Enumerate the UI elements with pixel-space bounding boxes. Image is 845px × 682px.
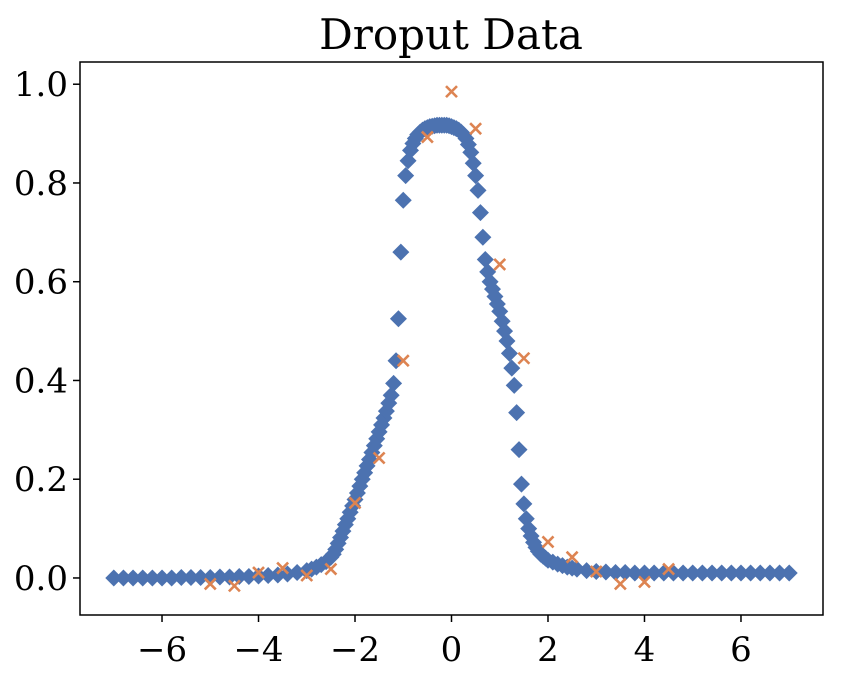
diamond-point xyxy=(269,566,287,584)
x-tick-label: −4 xyxy=(233,630,283,670)
plot-area-frame xyxy=(79,61,824,616)
diamond-point xyxy=(508,404,526,422)
diamond-point xyxy=(230,567,248,585)
diamond-point xyxy=(394,191,412,209)
diamond-point xyxy=(713,564,731,582)
diamond-point xyxy=(392,243,410,261)
x-marker-point xyxy=(541,535,555,549)
x-marker-point xyxy=(276,561,290,575)
x-marker-point xyxy=(662,562,676,576)
x-marker-point xyxy=(372,451,386,465)
diamond-point xyxy=(163,569,181,587)
x-marker-point xyxy=(638,575,651,589)
diamond-point xyxy=(471,204,489,222)
x-tick-label: 2 xyxy=(537,630,559,670)
x-marker-point xyxy=(252,566,265,579)
series-2 xyxy=(203,85,676,593)
diamond-point xyxy=(250,567,268,585)
x-marker-point xyxy=(565,550,579,564)
diamond-point xyxy=(751,564,769,582)
x-marker-point xyxy=(445,85,458,99)
diamond-point xyxy=(114,569,132,587)
data-marks xyxy=(105,85,798,593)
diamond-point xyxy=(515,495,533,513)
diamond-point xyxy=(124,569,142,587)
x-tick-label: 6 xyxy=(730,630,752,670)
diamond-point xyxy=(476,251,494,268)
diamond-point xyxy=(134,569,152,587)
x-marker-point xyxy=(420,130,434,144)
diamond-point xyxy=(385,374,403,392)
x-marker-point xyxy=(493,258,507,271)
diamond-point xyxy=(259,567,277,584)
diamond-point xyxy=(143,569,161,587)
diamond-point xyxy=(780,564,798,582)
x-marker-point xyxy=(348,496,362,510)
diamond-point xyxy=(771,564,789,582)
diamond-point xyxy=(498,332,516,350)
x-marker-point xyxy=(324,562,338,576)
diamond-point xyxy=(703,564,721,582)
diamond-point xyxy=(474,228,492,246)
diamond-point xyxy=(397,167,415,185)
diamond-point xyxy=(182,568,200,586)
diamond-point xyxy=(211,568,229,586)
diamond-point xyxy=(467,167,485,185)
x-marker-point xyxy=(469,122,483,136)
y-tick-label: 0.2 xyxy=(14,460,68,500)
diamond-point xyxy=(693,564,711,582)
diamond-point xyxy=(722,564,740,582)
diamond-point xyxy=(500,344,518,362)
series-1 xyxy=(105,116,798,587)
diamond-point xyxy=(505,376,523,394)
x-marker-point xyxy=(300,569,314,582)
diamond-point xyxy=(503,359,521,377)
diamond-point xyxy=(761,564,779,582)
chart-title: Droput Data xyxy=(319,10,583,59)
diamond-point xyxy=(464,154,482,172)
diamond-point xyxy=(105,569,123,587)
diamond-point xyxy=(684,564,702,582)
diamond-point xyxy=(512,475,530,493)
diamond-point xyxy=(674,564,692,582)
diamond-point xyxy=(153,569,171,587)
diamond-point xyxy=(240,567,258,585)
x-marker-point xyxy=(589,565,603,578)
diamond-point xyxy=(732,564,750,582)
diamond-point xyxy=(510,441,528,459)
diamond-point xyxy=(607,564,625,582)
x-marker-point xyxy=(203,577,217,591)
diamond-point xyxy=(389,310,407,328)
y-tick-label: 0.8 xyxy=(14,164,68,204)
x-marker-point xyxy=(227,579,241,593)
x-tick-label: −6 xyxy=(137,630,187,670)
diamond-point xyxy=(616,564,634,582)
y-tick-label: 0.6 xyxy=(14,263,68,303)
y-axis: 0.0 0.2 0.4 0.6 0.8 1.0 xyxy=(14,65,80,599)
x-tick-label: 0 xyxy=(441,630,463,670)
y-tick-label: 1.0 xyxy=(14,65,68,105)
x-axis: −6 −4 −2 0 2 4 6 xyxy=(137,615,752,670)
diamond-point xyxy=(469,181,487,199)
diamond-point xyxy=(382,386,400,404)
diamond-point xyxy=(221,568,239,586)
x-marker-point xyxy=(396,354,410,368)
x-marker-point xyxy=(517,351,531,365)
x-tick-label: 4 xyxy=(634,630,656,670)
x-marker-point xyxy=(613,577,627,591)
diamond-point xyxy=(201,568,219,586)
diamond-point xyxy=(172,568,190,586)
y-tick-label: 0.0 xyxy=(14,559,68,599)
diamond-point xyxy=(192,568,210,586)
y-tick-label: 0.4 xyxy=(14,361,68,401)
diamond-point xyxy=(742,564,760,582)
x-tick-label: −2 xyxy=(330,630,380,670)
